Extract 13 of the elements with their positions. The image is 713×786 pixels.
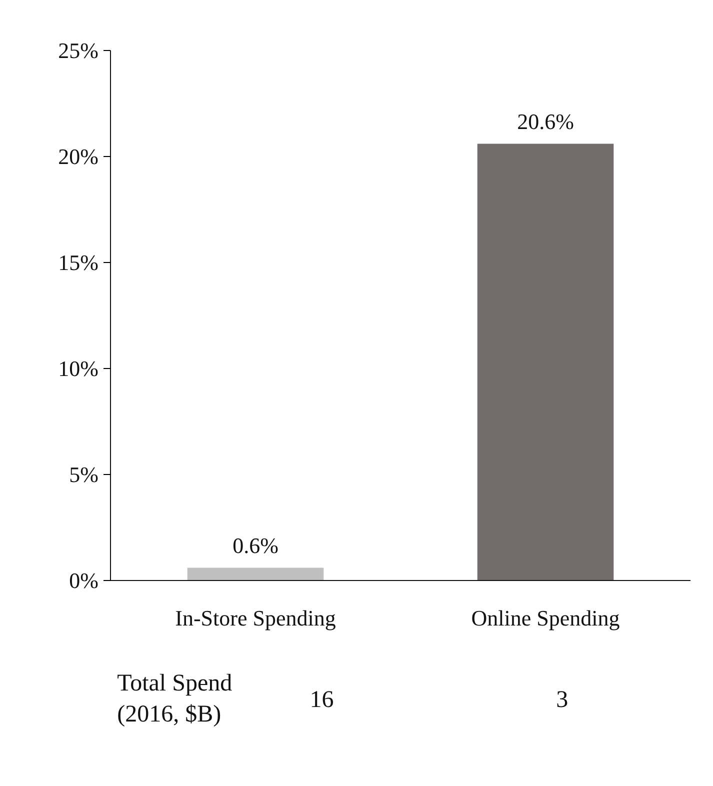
y-tick-label: 0% (69, 568, 98, 593)
data-label: 20.6% (517, 108, 574, 134)
y-tick-label: 20% (58, 144, 98, 169)
y-tick-label: 25% (58, 38, 98, 63)
text: Total Spend (2016, $B) (117, 670, 232, 728)
data-label: 0.6% (232, 532, 278, 558)
text: 3 (556, 687, 568, 713)
x-tick-label: In-Store Spending (175, 606, 336, 630)
text: 16 (310, 687, 334, 713)
x-tick-label: Online Spending (471, 606, 620, 630)
y-tick-label: 10% (58, 356, 98, 381)
y-tick-label: 15% (58, 250, 98, 275)
y-tick-label: 5% (69, 462, 98, 487)
